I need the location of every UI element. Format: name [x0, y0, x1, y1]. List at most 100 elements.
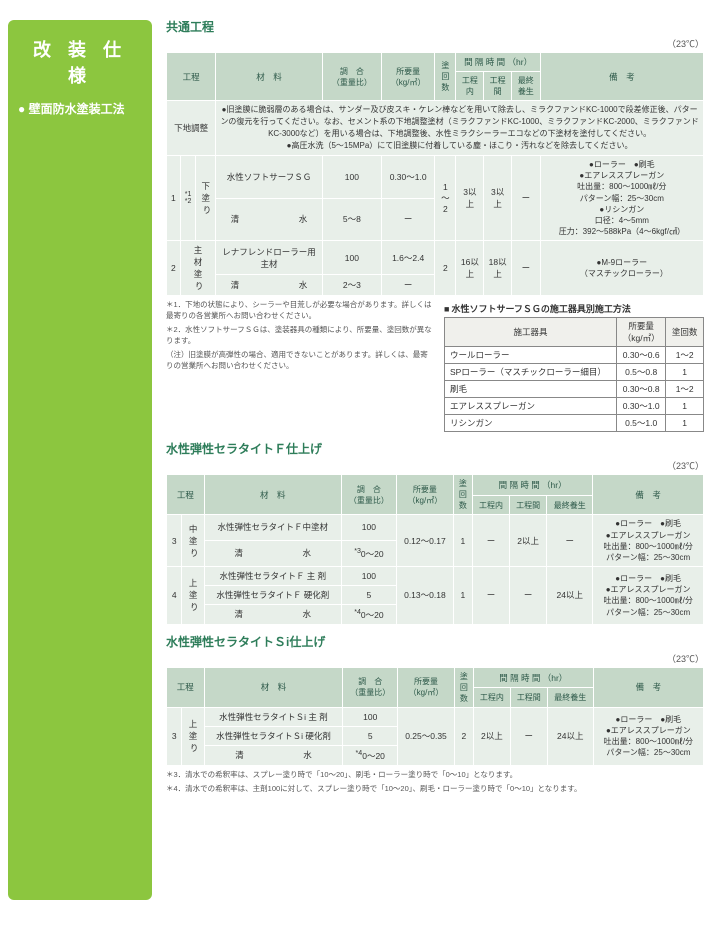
prep-label: 下地調整 [167, 101, 216, 156]
r4-step: 上 塗 り [182, 567, 204, 625]
r5-in: 2以上 [473, 707, 510, 765]
hs-ratio: 調 合 （重量比） [343, 667, 398, 707]
temp-note-si: （23℃） [166, 652, 704, 665]
tool-h-cnt: 塗回数 [666, 318, 704, 347]
r2-m1: レナフレンドローラー用主材 [216, 241, 323, 275]
sidebar-subtitle: ● 壁面防水塗装工法 [18, 100, 142, 117]
r1-star: *1 *2 [180, 156, 196, 241]
r3-bw: 2以上 [510, 515, 547, 567]
sidebar-title: 改 装 仕 様 [18, 36, 142, 88]
note-2: ＊2．水性ソフトサーフＳＧは、塗装器具の種類により、所要量、塗回数が異なります。 [166, 325, 434, 346]
r3-m1: 水性弾性セラタイトＦ中塗材 [204, 515, 341, 540]
note-1: ＊1．下地の状態により、シーラーや目荒しが必要な場合があります。詳しくは最寄りの… [166, 300, 434, 321]
r4-m1: 水性弾性セラタイトＦ 主 剤 [204, 567, 341, 586]
sidebar: 改 装 仕 様 ● 壁面防水塗装工法 [0, 10, 160, 910]
section-title-f: 水性弾性セラタイトＦ仕上げ [166, 440, 704, 457]
h-amount: 所要量 （kg/㎡） [381, 53, 434, 101]
r3-cure: ー [547, 515, 593, 567]
r4-remark: ●ローラー ●刷毛 ●エアレススプレーガン 吐出量：800～1000㎖/分 パタ… [593, 567, 704, 625]
table-f: 工程 材 料 調 合 （重量比） 所要量 （kg/㎡） 塗 回 数 間 隔 時 … [166, 474, 704, 625]
tool-r4-a: 0.5～1.0 [617, 415, 666, 432]
main-content: 共通工程 （23℃） 工程 材 料 調 合 （重量比） 所要量 （kg/㎡） 塗… [160, 10, 710, 910]
r3-no: 3 [167, 515, 182, 567]
r2-remark: ●M-9ローラー （マスチックローラー） [540, 241, 703, 296]
r4-no: 4 [167, 567, 182, 625]
r1-v2a: 5～8 [322, 198, 381, 241]
r4-v1a: 100 [341, 567, 396, 586]
r1-step: 下 塗 り [196, 156, 216, 241]
hs-int-bw: 工程間 [510, 688, 547, 707]
r1-bw: 3以上 [484, 156, 512, 241]
r1-v1b: 0.30～1.0 [381, 156, 434, 199]
r4-v1b: 0.13～0.18 [396, 567, 453, 625]
hs-remark: 備 考 [593, 667, 703, 707]
r1-v2b: ー [381, 198, 434, 241]
r5-no: 3 [167, 707, 182, 765]
h-remark: 備 考 [540, 53, 703, 101]
r4-in: ー [472, 567, 509, 625]
r1-no: 1 [167, 156, 181, 241]
tool-r0-c: 1～2 [666, 347, 704, 364]
r2-cnt: 2 [435, 241, 456, 296]
tool-h-name: 施工器具 [445, 318, 617, 347]
r2-no: 2 [167, 241, 181, 296]
hf-amount: 所要量 （kg/㎡） [396, 475, 453, 515]
tool-r4-c: 1 [666, 415, 704, 432]
r5-remark: ●ローラー ●刷毛 ●エアレススプレーガン 吐出量：800～1000㎖/分 パタ… [593, 707, 703, 765]
r2-v1b: 1.6～2.4 [381, 241, 434, 275]
note-3: ＊3．清水での希釈率は、スプレー塗り時で「10～20」、刷毛・ローラー塗り時で「… [166, 770, 704, 781]
r5-cnt: 2 [454, 707, 473, 765]
h-material: 材 料 [216, 53, 323, 101]
hf-int-cure: 最終養生 [547, 495, 593, 514]
r5-m1: 水性弾性セラタイトＳi 主 剤 [204, 707, 343, 726]
r3-in: ー [472, 515, 509, 567]
hf-int-bw: 工程間 [510, 495, 547, 514]
r2-bw: 18以上 [484, 241, 512, 296]
tool-r2-a: 0.30～0.8 [617, 381, 666, 398]
table-si: 工程 材 料 調 合 （重量比） 所要量 （kg/㎡） 塗 回 数 間 隔 時 … [166, 667, 704, 766]
note-2b: （注）旧塗膜が高弾性の場合、適用できないことがあります。詳しくは、最寄りの営業所… [166, 350, 434, 371]
r5-bw: ー [510, 707, 547, 765]
h-int-cure: 最終養生 [511, 72, 540, 101]
r1-m1: 水性ソフトサーフＳＧ [216, 156, 323, 199]
r2-v2a: 2～3 [322, 275, 381, 296]
hf-count: 塗 回 数 [453, 475, 472, 515]
hs-count: 塗 回 数 [454, 667, 473, 707]
r3-cnt: 1 [453, 515, 472, 567]
tool-r1-n: SPローラー（マスチックローラー細目） [445, 364, 617, 381]
r1-cure: ー [511, 156, 540, 241]
hs-int-cure: 最終養生 [547, 688, 593, 707]
r1-remark: ●ローラー ●刷毛 ●エアレススプレーガン 吐出量：800～1000㎖/分 パタ… [540, 156, 703, 241]
tool-r1-c: 1 [666, 364, 704, 381]
h-interval: 間 隔 時 間 （hr） [456, 53, 540, 72]
r2-step: 主 材 塗 り [180, 241, 216, 296]
hf-int-in: 工程内 [472, 495, 509, 514]
r3-v1a: 100 [341, 515, 396, 540]
hf-remark: 備 考 [593, 475, 704, 515]
r5-m3: 清 水 [204, 745, 343, 765]
r5-v3a: *40～20 [343, 745, 398, 765]
r3-v1b: 0.12～0.17 [396, 515, 453, 567]
r4-cnt: 1 [453, 567, 472, 625]
r5-v1b: 0.25～0.35 [398, 707, 455, 765]
tool-table: 施工器具 所要量 （kg/㎡） 塗回数 ウールローラー0.30～0.61～2 S… [444, 317, 704, 432]
h-int-bw: 工程間 [484, 72, 512, 101]
tool-r3-c: 1 [666, 398, 704, 415]
tool-r2-c: 1～2 [666, 381, 704, 398]
tool-r0-a: 0.30～0.6 [617, 347, 666, 364]
r5-v2a: 5 [343, 726, 398, 745]
r4-v2a: 5 [341, 586, 396, 605]
tool-r1-a: 0.5～0.8 [617, 364, 666, 381]
r3-m2: 清 水 [204, 540, 341, 566]
r5-step: 上 塗 り [182, 707, 204, 765]
r2-v2b: ー [381, 275, 434, 296]
r3-v2a: *30～20 [341, 540, 396, 566]
h-process: 工程 [167, 53, 216, 101]
r2-cure: ー [511, 241, 540, 296]
r3-remark: ●ローラー ●刷毛 ●エアレススプレーガン 吐出量：800～1000㎖/分 パタ… [593, 515, 704, 567]
r5-cure: 24以上 [547, 707, 593, 765]
hs-material: 材 料 [204, 667, 343, 707]
r1-cnt: 1 ～ 2 [435, 156, 456, 241]
hs-int-in: 工程内 [473, 688, 510, 707]
r2-in: 16以上 [456, 241, 484, 296]
